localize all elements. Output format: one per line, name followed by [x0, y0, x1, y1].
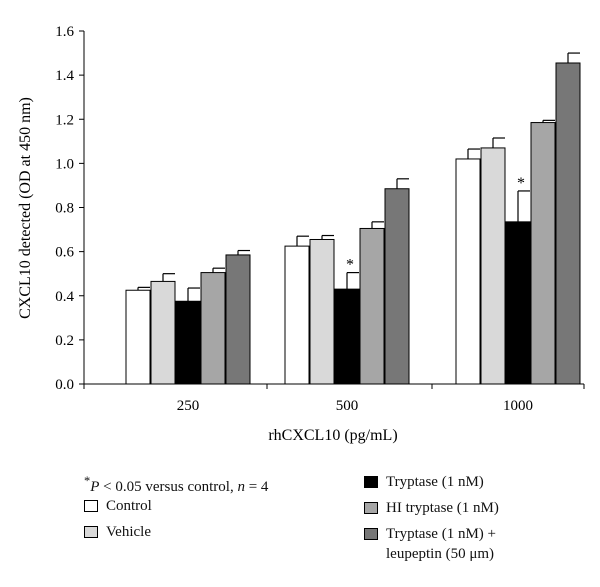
footnote-p: P: [90, 479, 100, 495]
legend-label-line-2: leupeptin (50 μm): [386, 546, 495, 562]
y-tick-label: 1.2: [55, 112, 74, 128]
bars-group: **: [125, 52, 581, 385]
legend-swatch-control: [84, 500, 98, 512]
legend-swatch-hi-tryptase: [364, 502, 378, 514]
bar: [225, 254, 251, 385]
x-axis-label: rhCXCL10 (pg/mL): [268, 427, 397, 444]
bar: [359, 227, 385, 385]
y-tick-label: 1.4: [55, 68, 74, 84]
bar: [150, 280, 176, 385]
footnote-star: *: [84, 474, 91, 488]
footnote-text-1: < 0.05 versus control,: [99, 479, 238, 495]
bar: [384, 188, 410, 385]
y-tick-label: 1.6: [55, 24, 74, 40]
bar: [505, 221, 531, 385]
legend-item-tryptase: Tryptase (1 nM): [364, 472, 499, 498]
y-tick-label: 0.2: [55, 333, 74, 349]
legend-swatch-vehicle: [84, 526, 98, 538]
footnote-n: n: [237, 479, 245, 495]
y-tick-label: 1.0: [55, 156, 74, 172]
y-tick-label: 0.4: [55, 289, 74, 305]
bar: [200, 272, 226, 385]
legend-swatch-tryptase-leupeptin: [364, 528, 378, 540]
bar: [480, 147, 506, 385]
bar: [555, 62, 581, 385]
bar: [334, 288, 360, 385]
legend-label-vehicle: Vehicle: [106, 524, 151, 540]
footnote-text-2: = 4: [244, 479, 269, 495]
legend-item-hi-tryptase: HI tryptase (1 nM): [364, 498, 499, 524]
legend-item-control: Control: [84, 496, 152, 522]
y-tick-label: 0.6: [55, 245, 74, 261]
bar: [175, 300, 201, 385]
bar: [455, 158, 481, 385]
legend-label-control: Control: [106, 498, 152, 514]
x-tick-label: 1000: [503, 398, 533, 414]
legend-right: Tryptase (1 nM) HI tryptase (1 nM) Trypt…: [364, 472, 499, 568]
legend-label-hi-tryptase: HI tryptase (1 nM): [386, 500, 499, 516]
legend-label-line-1: Tryptase (1 nM) +: [386, 526, 496, 542]
legend-swatch-tryptase: [364, 476, 378, 488]
bar: [309, 238, 335, 385]
x-tick-label: 500: [336, 398, 359, 414]
significance-star: *: [346, 257, 354, 274]
y-tick-label: 0.0: [55, 377, 74, 393]
legend-label-tryptase-leupeptin: Tryptase (1 nM) + leupeptin (50 μm): [386, 524, 496, 564]
x-tick-label: 250: [177, 398, 200, 414]
significance-footnote: *P < 0.05 versus control, n = 4: [84, 474, 268, 496]
legend-left: Control Vehicle: [84, 496, 152, 548]
bar: [530, 122, 556, 385]
bar: [284, 245, 310, 385]
legend-item-vehicle: Vehicle: [84, 522, 152, 548]
legend-item-tryptase-leupeptin: Tryptase (1 nM) + leupeptin (50 μm): [364, 524, 499, 568]
significance-star: *: [517, 175, 525, 192]
y-tick-label: 0.8: [55, 201, 74, 217]
legend-label-tryptase: Tryptase (1 nM): [386, 474, 484, 490]
y-axis-label: CXCL10 detected (OD at 450 nm): [17, 97, 34, 319]
bar: [125, 289, 151, 385]
axes: 0.0 0.2 0.4 0.6 0.8 1.0 1.2 1.4 1.6 250 500 1000: [55, 24, 585, 414]
